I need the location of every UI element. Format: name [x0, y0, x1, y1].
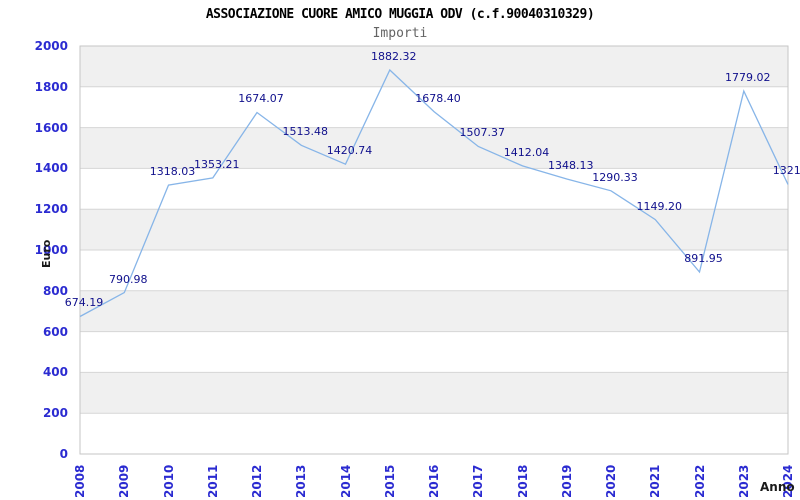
- y-tick-label: 800: [42, 283, 68, 298]
- shaded-band: [80, 290, 788, 332]
- data-point-label: 1412.04: [503, 145, 550, 159]
- y-axis-title: Euro: [40, 239, 53, 268]
- shaded-band: [80, 372, 788, 414]
- y-tick-label: 200: [42, 406, 68, 421]
- data-point-label: 1348.13: [548, 158, 594, 172]
- data-point-label: 790.98: [109, 272, 148, 286]
- y-tick-label: 0: [59, 447, 68, 461]
- x-tick-label: 2019: [559, 464, 574, 498]
- x-tick-label: 2014: [338, 464, 353, 498]
- x-tick-label: 2017: [471, 464, 486, 498]
- y-tick-label: 2000: [34, 39, 68, 53]
- data-point-label: 1321.1: [772, 164, 800, 178]
- data-point-label: 1420.74: [326, 144, 373, 158]
- data-point-label: 1507.37: [459, 126, 506, 140]
- y-tick-label: 1800: [34, 79, 68, 94]
- x-tick-label: 2016: [427, 464, 441, 498]
- x-tick-label: 2022: [692, 464, 707, 498]
- x-tick-label: 2010: [161, 464, 176, 498]
- x-tick-label: 2015: [382, 464, 397, 498]
- shaded-band: [80, 209, 788, 250]
- x-tick-label: 2011: [205, 464, 220, 498]
- y-tick-label: 1000: [34, 243, 68, 257]
- x-tick-label: 2013: [294, 464, 309, 498]
- data-point-label: 1318.03: [149, 165, 196, 179]
- x-tick-label: 2023: [736, 464, 751, 498]
- shaded-band: [80, 46, 788, 87]
- data-point-label: 1353.21: [194, 157, 240, 171]
- x-tick-label: 2012: [250, 464, 264, 498]
- data-point-label: 1513.48: [282, 125, 329, 139]
- x-tick-label: 2008: [73, 464, 87, 498]
- plot-border: [79, 45, 789, 455]
- data-line: [79, 68, 789, 318]
- chart-title: ASSOCIAZIONE CUORE AMICO MUGGIA ODV (c.f…: [205, 7, 595, 22]
- x-axis-title: Anno: [760, 480, 795, 494]
- y-tick-label: 400: [42, 365, 68, 380]
- data-point-label: 674.19: [64, 296, 104, 310]
- x-tick-label: 2020: [604, 464, 618, 498]
- y-tick-label: 1200: [34, 202, 68, 217]
- data-point-label: 1290.33: [592, 170, 638, 184]
- data-point-label: 891.95: [684, 252, 723, 266]
- data-point-label: 1779.02: [725, 71, 771, 85]
- shaded-band: [80, 127, 788, 169]
- y-tick-label: 1600: [34, 120, 68, 135]
- data-point-label: 1674.07: [238, 92, 284, 106]
- data-point-label: 1882.32: [371, 50, 417, 63]
- data-point-label: 1149.20: [636, 199, 683, 213]
- x-tick-label: 2018: [515, 464, 530, 498]
- x-tick-label: 2009: [117, 464, 132, 498]
- chart-subtitle: Importi: [372, 26, 428, 41]
- data-point-label: 1678.40: [415, 91, 461, 105]
- x-tick-label: 2021: [648, 464, 663, 498]
- y-tick-label: 1400: [34, 161, 68, 176]
- y-tick-label: 600: [42, 324, 68, 339]
